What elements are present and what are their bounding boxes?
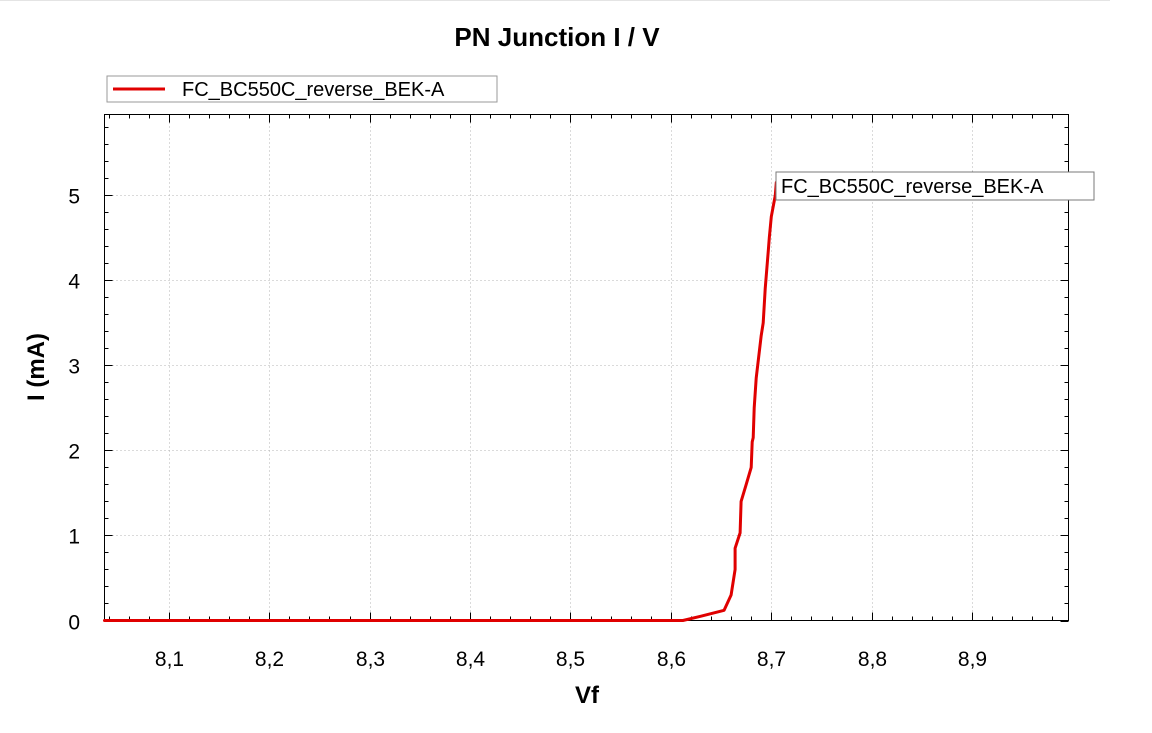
x-tick-label: 8,3: [356, 648, 385, 671]
y-axis-ticks: 0 1 2 3 4 5: [68, 186, 1069, 635]
x-tick-label: 8,1: [155, 648, 184, 671]
x-tick-label: 8,7: [757, 648, 786, 671]
y-tick-label: 3: [68, 356, 80, 379]
x-axis-label: Vf: [575, 682, 600, 709]
x-tick-label: 8,8: [858, 648, 887, 671]
series-line-0: [103, 181, 778, 622]
x-tick-label: 8,5: [556, 648, 585, 671]
x-axis-ticks: 8,1 8,2 8,3 8,4 8,5 8,6 8,7 8,8 8,9: [155, 114, 987, 671]
series-end-label-text: FC_BC550C_reverse_BEK-A: [781, 176, 1044, 198]
x-tick-label: 8,4: [456, 648, 486, 671]
x-tick-label: 8,2: [255, 648, 284, 671]
legend: FC_BC550C_reverse_BEK-A: [106, 75, 498, 103]
series-layer: [103, 181, 778, 622]
y-tick-label: 0: [68, 612, 80, 635]
series-end-label-box: [775, 171, 1095, 201]
y-tick-label: 2: [68, 441, 80, 464]
y-axis-label: I (mA): [23, 333, 50, 401]
chart-title: PN Junction I / V: [454, 22, 660, 52]
grid: [104, 114, 1069, 621]
y-tick-label: 4: [68, 271, 80, 294]
y-tick-label: 1: [68, 526, 80, 549]
y-tick-label: 5: [68, 186, 80, 209]
legend-box: [106, 75, 498, 103]
x-tick-label: 8,9: [958, 648, 987, 671]
legend-entry-0: FC_BC550C_reverse_BEK-A: [182, 79, 445, 101]
x-tick-label: 8,6: [657, 648, 686, 671]
series-end-label: FC_BC550C_reverse_BEK-A: [775, 171, 1095, 201]
